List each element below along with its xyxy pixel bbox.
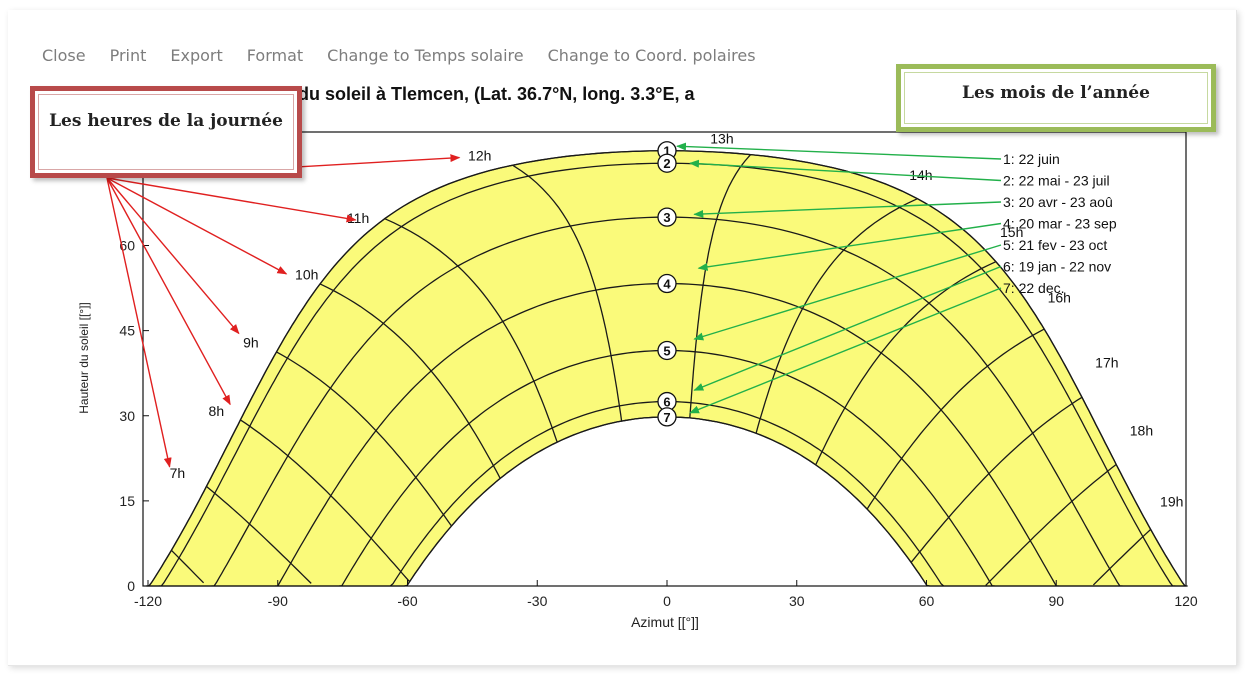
hour-line-12h bbox=[512, 164, 623, 422]
hour-label-13h: 13h bbox=[710, 130, 733, 146]
month-marker-7 bbox=[657, 407, 677, 427]
month-arrow-3 bbox=[693, 201, 1002, 218]
month-marker-2 bbox=[657, 153, 677, 173]
x-tick-label: -120 bbox=[134, 593, 162, 609]
month-arrow-4 bbox=[697, 222, 1002, 271]
hour-line-7h bbox=[205, 485, 312, 584]
hour-line-16h bbox=[866, 328, 1045, 510]
month-arrow-1 bbox=[676, 142, 1002, 160]
x-tick-label: -30 bbox=[527, 593, 547, 609]
hour-line-8h bbox=[240, 419, 411, 583]
menu-bar: Close Print Export Format Change to Temp… bbox=[42, 46, 780, 70]
hour-arrow bbox=[106, 177, 288, 275]
legend-entry-3: 3: 20 avr - 23 aoû bbox=[1003, 194, 1113, 210]
menu-change-coord-polaires[interactable]: Change to Coord. polaires bbox=[547, 46, 756, 65]
months-callout-text: Les mois de l’année bbox=[962, 83, 1150, 103]
legend-entry-4: 4: 20 mar - 23 sep bbox=[1003, 216, 1117, 232]
hour-line-9h bbox=[276, 351, 453, 527]
hour-line-10h bbox=[319, 283, 501, 479]
month-marker-label: 1 bbox=[663, 144, 670, 159]
month-marker-5 bbox=[657, 340, 677, 361]
x-tick-label: -90 bbox=[268, 593, 288, 609]
y-tick-label: 60 bbox=[119, 238, 135, 254]
hour-label-9h: 9h bbox=[243, 335, 259, 351]
hour-label-8h: 8h bbox=[209, 403, 225, 419]
legend-entry-1: 1: 22 juin bbox=[1003, 151, 1060, 167]
hours-callout: Les heures de la journée bbox=[30, 86, 302, 178]
menu-change-temps-solaire[interactable]: Change to Temps solaire bbox=[327, 46, 524, 65]
month-arrow-6 bbox=[693, 265, 1002, 391]
hour-label-14h: 14h bbox=[909, 167, 932, 183]
menu-close[interactable]: Close bbox=[42, 46, 86, 65]
hour-label-15h: 15h bbox=[1000, 224, 1023, 240]
month-arrow-2 bbox=[688, 159, 1002, 182]
hour-arrow bbox=[106, 177, 357, 223]
y-axis-title: Hauteur du soleil [[°]] bbox=[77, 302, 91, 414]
hours-callout-text: Les heures de la journée bbox=[49, 111, 283, 131]
hour-line-19h bbox=[1092, 528, 1152, 586]
hour-arrow bbox=[106, 177, 172, 468]
hour-arrow bbox=[106, 177, 231, 406]
x-tick-label: 30 bbox=[789, 593, 805, 609]
x-tick-label: 120 bbox=[1174, 593, 1198, 609]
hour-label-19h: 19h bbox=[1160, 494, 1183, 510]
hour-line-6h bbox=[170, 549, 205, 584]
x-axis-title: Azimut [[°]] bbox=[631, 614, 699, 630]
hour-line-17h bbox=[910, 396, 1083, 563]
hour-line-18h bbox=[985, 463, 1117, 586]
hour-line-11h bbox=[384, 218, 558, 443]
hour-label-12h: 12h bbox=[468, 147, 491, 163]
chart-title: du soleil à Tlemcen, (Lat. 36.7°N, long.… bbox=[298, 84, 695, 104]
y-tick-label: 45 bbox=[119, 323, 135, 339]
menu-format[interactable]: Format bbox=[246, 46, 304, 65]
month-marker-label: 4 bbox=[663, 277, 671, 292]
month-marker-3 bbox=[657, 207, 677, 227]
hour-label-7h: 7h bbox=[170, 465, 186, 481]
month-marker-label: 6 bbox=[663, 395, 670, 410]
hour-label-16h: 16h bbox=[1048, 289, 1071, 305]
menu-print[interactable]: Print bbox=[109, 46, 147, 65]
hour-label-11h: 11h bbox=[347, 210, 369, 226]
hour-arrow bbox=[106, 177, 240, 335]
legend-entry-5: 5: 21 fev - 23 oct bbox=[1003, 237, 1107, 253]
hour-label-10h: 10h bbox=[295, 267, 318, 283]
legend-entry-7: 7: 22 dec. bbox=[1003, 280, 1065, 296]
x-tick-label: 90 bbox=[1048, 593, 1064, 609]
month-arrow-7 bbox=[689, 287, 1002, 414]
month-markers: 12 3 4 5 67 bbox=[657, 141, 677, 427]
month-marker-label: 2 bbox=[663, 156, 670, 171]
months-callout: Les mois de l’année bbox=[896, 64, 1216, 132]
x-tick-label: 0 bbox=[663, 593, 671, 609]
annotation-arrows bbox=[106, 142, 1002, 468]
hour-label-17h: 17h bbox=[1095, 355, 1118, 371]
x-tick-label: 60 bbox=[919, 593, 935, 609]
y-tick-label: 0 bbox=[127, 578, 135, 594]
legend-entry-2: 2: 22 mai - 23 juil bbox=[1003, 173, 1110, 189]
month-legend: 1: 22 juin 2: 22 mai - 23 juil 3: 20 avr -… bbox=[1003, 151, 1117, 296]
x-tick-label: -60 bbox=[397, 593, 417, 609]
plot-frame bbox=[142, 131, 1187, 587]
month-arrow-5 bbox=[693, 244, 1002, 341]
month-marker-label: 7 bbox=[663, 410, 670, 425]
legend-entry-6: 6: 19 jan - 22 nov bbox=[1003, 259, 1111, 275]
hour-line-13h bbox=[689, 154, 752, 418]
y-tick-label: 30 bbox=[119, 408, 135, 424]
hour-line-14h bbox=[755, 198, 918, 434]
hour-label-18h: 18h bbox=[1130, 423, 1153, 439]
month-marker-4 bbox=[657, 273, 677, 294]
month-marker-label: 5 bbox=[663, 343, 670, 358]
menu-export[interactable]: Export bbox=[170, 46, 223, 65]
month-marker-label: 3 bbox=[663, 210, 670, 225]
y-tick-label: 15 bbox=[119, 493, 135, 509]
